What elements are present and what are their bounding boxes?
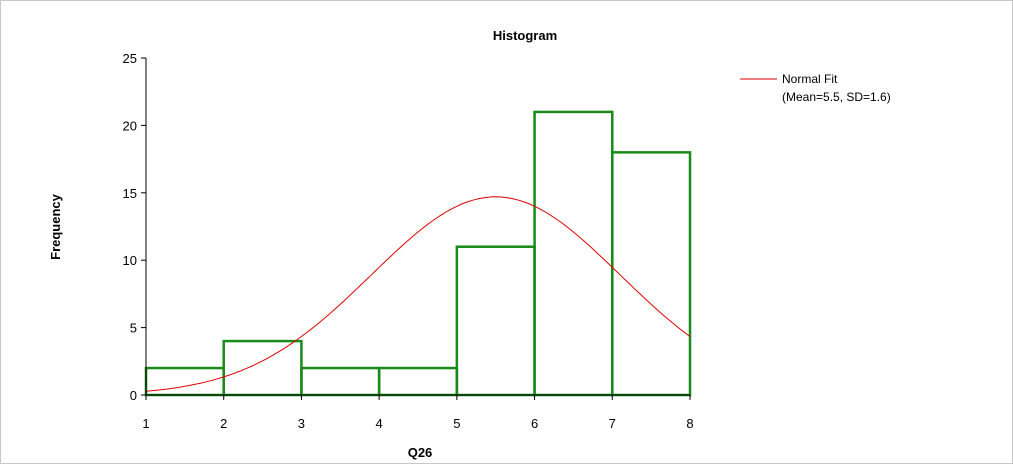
histogram-bar-6	[533, 110, 614, 397]
histogram-bar-1	[144, 366, 225, 397]
y-tick-label: 20	[123, 118, 137, 133]
histogram-bar-5	[455, 245, 536, 397]
y-tick-label: 5	[130, 321, 137, 336]
x-tick-label: 4	[376, 416, 383, 431]
histogram-bar-3	[300, 366, 381, 397]
y-tick-label: 0	[130, 388, 137, 403]
y-tick-label: 10	[123, 253, 137, 268]
x-tick-label: 6	[531, 416, 538, 431]
legend-fit-detail: (Mean=5.5, SD=1.6)	[782, 90, 891, 104]
axes-group	[145, 58, 690, 396]
x-tick-label: 2	[220, 416, 227, 431]
y-tick-label: 25	[123, 51, 137, 66]
x-tick-label: 3	[298, 416, 305, 431]
x-axis-title: Q26	[408, 445, 433, 460]
legend: Normal Fit (Mean=5.5, SD=1.6)	[740, 72, 891, 104]
y-axis-title: Frequency	[48, 193, 63, 260]
x-tick-label: 5	[453, 416, 460, 431]
bars-group	[144, 110, 692, 397]
legend-fit-name: Normal Fit	[782, 72, 838, 86]
normal-fit-line	[145, 196, 691, 392]
ticks-group: 0 5 10 15 20 25 1 2 3 4 5 6 7 8	[123, 51, 694, 431]
chart-title: Histogram	[493, 28, 557, 43]
y-tick-label: 15	[123, 186, 137, 201]
histogram-bar-2	[222, 339, 303, 397]
x-tick-label: 1	[142, 416, 149, 431]
x-tick-label: 7	[609, 416, 616, 431]
histogram-bar-4	[377, 366, 459, 397]
histogram-bar-7	[611, 151, 692, 397]
x-tick-label: 8	[686, 416, 693, 431]
